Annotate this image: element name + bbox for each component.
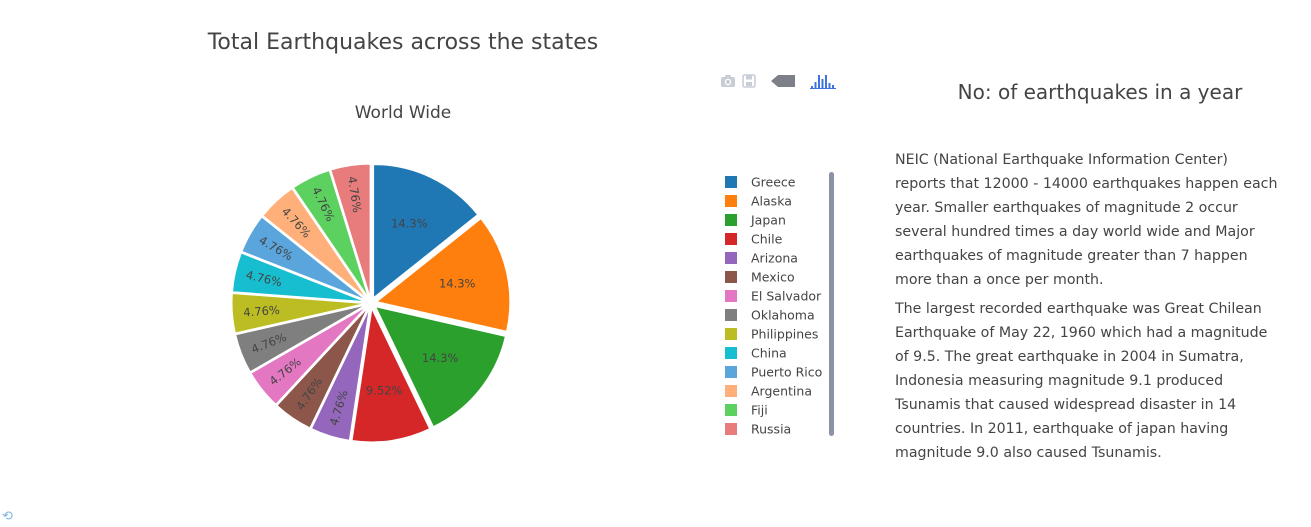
side-paragraph-2: The largest recorded earthquake was Grea… [895,301,1268,461]
legend-label: Japan [750,213,786,228]
pie-slices: 14.3%14.3%14.3%9.52%4.76%4.76%4.76%4.76%… [231,163,511,443]
legend-swatch [725,290,737,302]
legend-item-russia[interactable]: Russia [725,422,791,437]
legend-label: Philippines [751,327,818,342]
pie-slice-label: 4.76% [243,303,281,320]
page-title: Total Earthquakes across the states [207,30,599,55]
legend-swatch [725,214,737,226]
legend-item-chile[interactable]: Chile [725,232,783,247]
legend-swatch [725,252,737,264]
pie-slice-label: 9.52% [366,383,403,397]
legend-label: Russia [751,422,791,437]
legend-label: Argentina [751,384,812,399]
legend-swatch [725,385,737,397]
pie-slice-puerto-rico[interactable] [241,216,367,301]
legend-swatch [725,309,737,321]
pie-slice-alaska[interactable] [375,218,511,332]
pie-slice-arizona[interactable] [310,308,370,441]
pie-slice-chile[interactable] [351,307,431,443]
legend-swatch [725,347,737,359]
legend-label: Chile [751,232,783,247]
pie-slice-greece[interactable] [373,164,479,299]
tag-icon[interactable] [770,72,796,90]
pie-slice-argentina[interactable] [262,188,368,299]
legend-item-argentina[interactable]: Argentina [725,384,812,399]
legend-item-oklahoma[interactable]: Oklahoma [725,308,815,323]
legend-item-puerto-rico[interactable]: Puerto Rico [725,365,822,380]
legend-item-philippines[interactable]: Philippines [725,327,818,342]
legend-label: Oklahoma [751,308,815,323]
legend-label: Arizona [751,251,798,266]
legend-label: China [751,346,787,361]
chart-title: World Wide [355,103,452,123]
legend-swatch [725,366,737,378]
side-panel-title: No: of earthquakes in a year [957,80,1243,104]
pie-slice-russia[interactable] [330,163,371,298]
legend-swatch [725,423,737,435]
pie-slice-japan[interactable] [374,306,506,428]
side-panel: No: of earthquakes in a year NEIC (Natio… [895,80,1280,470]
legend-item-el-salvador[interactable]: El Salvador [725,289,822,304]
legend-item-alaska[interactable]: Alaska [725,194,792,209]
camera-icon[interactable] [720,72,736,90]
pie-slice-label: 4.76% [345,175,364,213]
legend-swatch [725,233,737,245]
legend-item-mexico[interactable]: Mexico [725,270,795,285]
legend-swatch [725,195,737,207]
pie-slice-china[interactable] [231,252,366,303]
legend: Greece Alaska Japan Chile Arizona Mexico El Sa… [725,175,822,437]
save-icon[interactable] [742,72,756,90]
legend-item-greece[interactable]: Greece [725,175,796,190]
legend-label: El Salvador [751,289,822,304]
legend-label: Puerto Rico [751,365,822,380]
legend-label: Greece [751,175,796,190]
bar-chart-icon[interactable] [810,72,836,90]
legend-label: Alaska [751,194,792,209]
side-paragraph-1: NEIC (National Earthquake Information Ce… [895,152,1278,288]
pie-slice-label: 14.3% [439,276,476,290]
legend-label: Fiji [751,403,768,418]
legend-swatch [725,404,737,416]
pie-slice-label: 14.3% [391,216,428,230]
reset-icon[interactable]: ⟲ [2,509,13,524]
pie-slice-oklahoma[interactable] [235,304,366,373]
pie-slice-el-salvador[interactable] [250,306,367,405]
legend-label: Mexico [751,270,795,285]
pie-slice-philippines[interactable] [231,292,366,334]
legend-item-arizona[interactable]: Arizona [725,251,798,266]
legend-swatch [725,271,737,283]
legend-swatch [725,328,737,340]
pie-slice-fiji[interactable] [292,169,369,298]
chart-modebar [720,72,836,90]
pie-chart: World Wide 14.3% 14.3% 14.3% 9.52% 4.76% 4.76… [231,103,834,443]
pie-slice-label: 14.3% [422,351,459,365]
legend-scrollbar[interactable] [829,172,834,436]
legend-item-fiji[interactable]: Fiji [725,403,768,418]
side-panel-text: NEIC (National Earthquake Information Ce… [895,148,1280,465]
legend-item-japan[interactable]: Japan [725,213,786,228]
legend-item-china[interactable]: China [725,346,787,361]
pie-slice-mexico[interactable] [276,307,369,429]
legend-swatch [725,176,737,188]
